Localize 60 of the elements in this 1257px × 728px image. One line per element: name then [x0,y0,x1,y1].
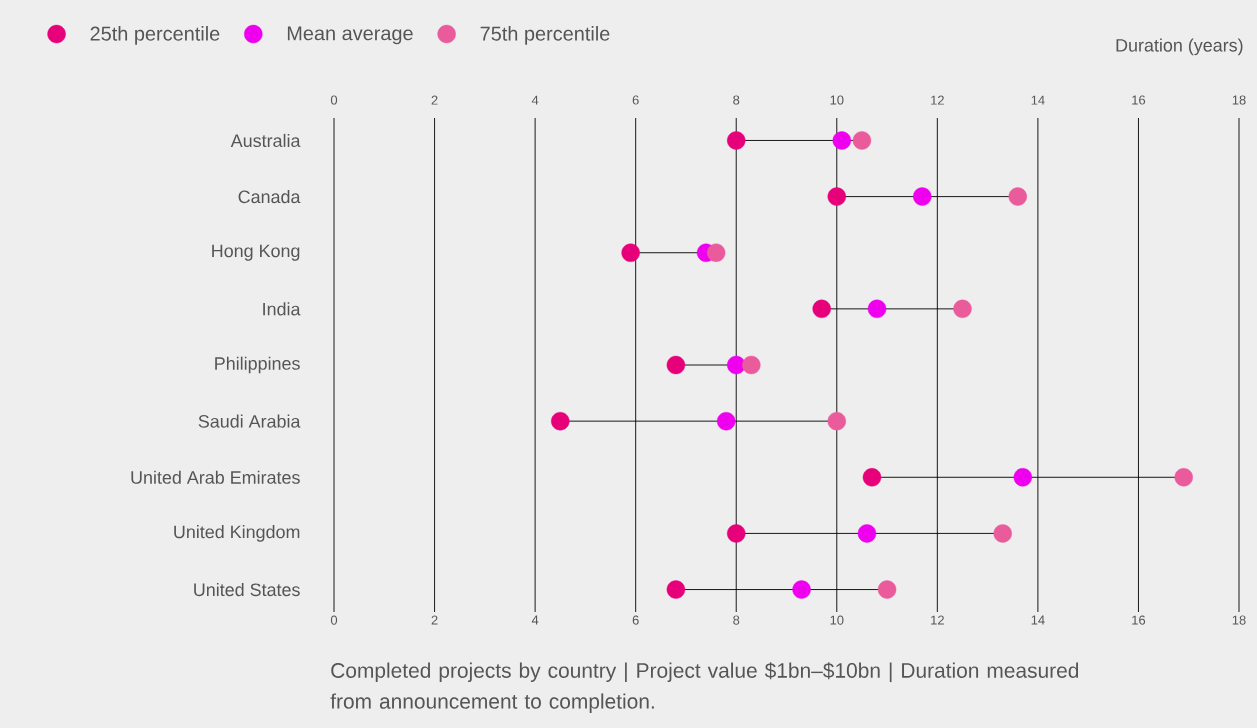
x2-tick-label: 14 [1031,95,1045,105]
x2-tick-label: 16 [1132,95,1146,105]
point [867,299,887,319]
y-tick-label: United States [194,582,300,597]
point [666,580,686,599]
x2-tick-label: 18 [1232,95,1246,105]
point [827,187,846,206]
x-tick-label: 8 [733,615,740,625]
x-tick-label: 2 [431,615,438,625]
point [551,411,570,431]
point [862,468,882,487]
legend-label: 75th percentile [480,26,610,45]
point [877,580,897,599]
point [827,411,846,431]
point [1008,187,1027,206]
point [993,524,1012,543]
y-tick-label: Philippines [215,356,300,374]
y-tick-label: Saudi Arabia [198,414,301,428]
point [953,299,972,319]
y-tick-label: India [263,302,301,316]
x-axis-title: Duration (years) [1116,38,1243,56]
x-tick-label: 0 [330,615,338,625]
point [832,131,852,150]
x2-tick-label: 12 [931,95,944,105]
y-tick-label: Australia [230,133,301,148]
point [727,524,746,543]
legend-label: Mean average [287,26,413,45]
x2-tick-label: 8 [733,95,740,105]
point [666,355,686,375]
point [706,243,726,262]
point [1174,468,1193,487]
y-tick-label: United Arab Emirates [131,470,300,484]
point [857,524,877,543]
point [727,131,746,150]
y-tick-label: Canada [238,190,301,204]
legend-label: 25th percentile [90,26,220,45]
x2-tick-label: 10 [830,95,844,105]
x-tick-label: 14 [1031,615,1045,625]
x2-tick-label: 0 [330,95,338,105]
x2-tick-label: 2 [431,95,438,105]
text: Completed projects by country | Project value $1bn–$10bn | Duration measured from announcement to completion. [330,662,1079,713]
x2-tick-label: 6 [632,95,639,105]
x-tick-label: 16 [1132,615,1146,625]
point [621,243,640,262]
point [913,187,932,206]
x-tick-label: 12 [931,615,944,625]
x-tick-label: 4 [531,615,539,625]
x-tick-label: 18 [1232,615,1246,625]
x2-tick-label: 4 [531,95,539,105]
point [812,299,831,319]
y-tick-label: United Kingdom [174,525,300,542]
x-tick-label: 10 [830,615,844,625]
point [716,411,736,431]
point [792,580,811,599]
point [852,131,872,150]
point [1013,468,1033,487]
x-tick-label: 6 [632,615,639,625]
point [727,355,746,375]
y-tick-label: Hong Kong [212,244,300,261]
point [742,355,761,375]
